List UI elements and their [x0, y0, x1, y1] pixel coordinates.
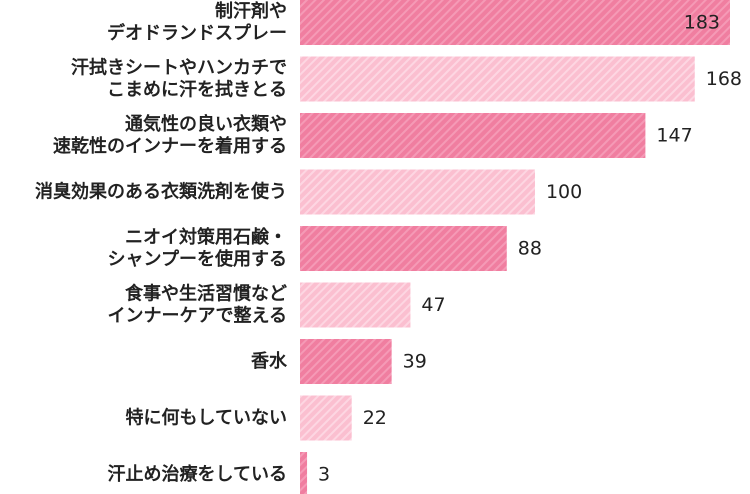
- value-label-1: 168: [706, 68, 742, 90]
- category-label-7: 特に何もしていない: [126, 407, 287, 429]
- bar-6: [300, 339, 392, 384]
- bar-8: [300, 452, 308, 494]
- value-label-7: 22: [363, 407, 387, 429]
- value-labels-group: 183 168 147 100 88 47 39 22 3: [318, 12, 742, 486]
- category-labels-group: 制汗剤やデオドランドスプレー汗拭きシートやハンカチでこまめに汗を拭きとる通気性の…: [35, 0, 288, 485]
- category-label-5: 食事や生活習慣などインナーケアで整える: [108, 283, 287, 327]
- bar-3: [300, 169, 535, 215]
- category-label-2-line-1: 速乾性のインナーを着用する: [53, 135, 287, 157]
- category-label-8: 汗止め治療をしている: [108, 463, 287, 485]
- category-label-0: 制汗剤やデオドランドスプレー: [107, 0, 287, 44]
- category-label-2: 通気性の良い衣類や速乾性のインナーを着用する: [53, 113, 287, 157]
- category-label-3: 消臭効果のある衣類洗剤を使う: [35, 181, 287, 203]
- category-label-1: 汗拭きシートやハンカチでこまめに汗を拭きとる: [71, 57, 287, 101]
- category-label-7-line-0: 特に何もしていない: [126, 407, 287, 429]
- category-label-8-line-0: 汗止め治療をしている: [108, 463, 287, 485]
- bar-2: [300, 113, 646, 158]
- category-label-4: ニオイ対策用石鹸・シャンプーを使用する: [108, 226, 287, 270]
- category-label-6-line-0: 香水: [250, 350, 288, 372]
- bar-5: [300, 282, 411, 328]
- bar-7: [300, 395, 352, 441]
- value-label-5: 47: [421, 294, 445, 316]
- category-label-3-line-0: 消臭効果のある衣類洗剤を使う: [35, 181, 287, 203]
- bar-4: [300, 226, 507, 271]
- value-label-4: 88: [518, 238, 542, 260]
- bar-0: [300, 0, 730, 45]
- value-label-0: 183: [684, 12, 720, 34]
- value-label-6: 39: [403, 351, 427, 373]
- bar-1: [300, 56, 695, 102]
- category-label-0-line-1: デオドランドスプレー: [107, 22, 287, 44]
- category-label-6: 香水: [250, 350, 288, 372]
- category-label-5-line-1: インナーケアで整える: [108, 305, 287, 327]
- category-label-4-line-0: ニオイ対策用石鹸・: [125, 226, 287, 248]
- category-label-4-line-1: シャンプーを使用する: [108, 248, 287, 270]
- category-label-5-line-0: 食事や生活習慣など: [124, 283, 287, 305]
- value-label-3: 100: [546, 181, 582, 203]
- category-label-1-line-0: 汗拭きシートやハンカチで: [71, 57, 287, 79]
- category-label-2-line-0: 通気性の良い衣類や: [125, 113, 287, 135]
- category-label-1-line-1: こまめに汗を拭きとる: [107, 79, 287, 101]
- category-label-0-line-0: 制汗剤や: [215, 0, 287, 22]
- bars-group: [300, 0, 730, 494]
- value-label-2: 147: [656, 125, 692, 147]
- value-label-8: 3: [318, 464, 330, 486]
